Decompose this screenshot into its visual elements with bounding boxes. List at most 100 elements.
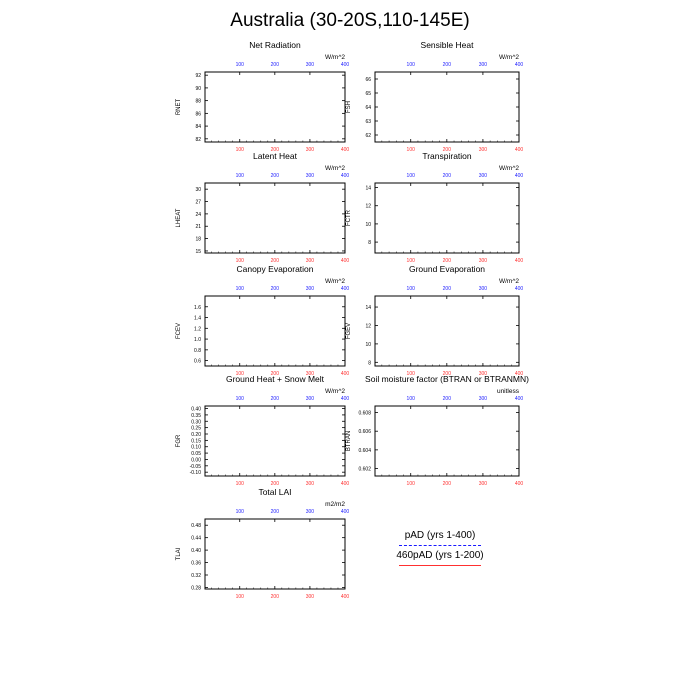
panel-7-ytick-label-4: 0.10: [191, 445, 201, 451]
panel-4-xtick-top-label-3: 400: [515, 173, 524, 179]
panel-7-xtick-top-label-2: 300: [306, 396, 315, 402]
panel-5-ytick-label-0: 0.6: [194, 359, 201, 365]
panel-8-units: unitless: [497, 388, 520, 395]
panel-4-ytick-label-3: 14: [365, 186, 371, 192]
panel-6-xtick-top-label-1: 200: [443, 286, 452, 292]
panel-6-ytick-label-3: 14: [365, 305, 371, 311]
panel-2-title: Sensible Heat: [421, 40, 475, 50]
panel-3-ytick-label-3: 24: [195, 212, 201, 218]
panel-6-xtick-bottom-label-2: 300: [479, 371, 488, 377]
panel-1-ytick-label-4: 90: [195, 86, 201, 92]
panel-4-xtick-bottom-label-0: 100: [407, 258, 416, 264]
panel-2-xtick-top-label-1: 200: [443, 62, 452, 68]
panel-4-title: Transpiration: [422, 151, 472, 161]
panel-3-xtick-top-label-3: 400: [341, 173, 350, 179]
panel-7-ylabel: FGR: [176, 434, 182, 447]
panel-7-xtick-top-label-1: 200: [271, 396, 280, 402]
panel-7-xtick-top-label-3: 400: [341, 396, 350, 402]
panel-4-units: W/m^2: [499, 165, 519, 172]
panel-7-ytick-label-10: 0.40: [191, 407, 201, 413]
panel-9-title: Total LAI: [258, 487, 291, 497]
panel-6-xtick-bottom-label-0: 100: [407, 371, 416, 377]
panel-7-ytick-label-3: 0.05: [191, 451, 201, 457]
page-title: Australia (30-20S,110-145E): [230, 10, 470, 31]
panel-7-ytick-label-6: 0.20: [191, 432, 201, 438]
panel-6-ytick-label-1: 10: [365, 342, 371, 348]
panel-8-ytick-label-0: 0.602: [358, 467, 371, 473]
panel-8-ylabel: BTRAN: [346, 431, 352, 451]
panel-7-xtick-bottom-label-1: 200: [271, 481, 280, 487]
panel-4-ylabel: FCTR: [346, 209, 352, 226]
panel-5-ytick-label-3: 1.2: [194, 326, 201, 332]
panel-3-ytick-label-0: 15: [195, 249, 201, 255]
panel-7-xtick-bottom-label-2: 300: [306, 481, 315, 487]
panel-5-xtick-top-label-0: 100: [236, 286, 245, 292]
panel-8-xtick-top-label-0: 100: [407, 396, 416, 402]
panel-8-xtick-top-label-2: 300: [479, 396, 488, 402]
panel-5-ytick-label-1: 0.8: [194, 348, 201, 354]
panel-4-xtick-bottom-label-2: 300: [479, 258, 488, 264]
panel-8-ytick-label-3: 0.608: [358, 411, 371, 417]
panel-2-ytick-label-3: 65: [365, 91, 371, 97]
panel-3-ytick-label-2: 21: [195, 224, 201, 230]
panel-3-title: Latent Heat: [253, 151, 298, 161]
panel-5-ytick-label-4: 1.4: [194, 316, 201, 322]
panel-9-xtick-bottom-label-0: 100: [236, 594, 245, 600]
panel-6-xtick-bottom-label-3: 400: [515, 371, 524, 377]
panel-2-xtick-top-label-0: 100: [407, 62, 416, 68]
panel-9-ytick-label-4: 0.44: [191, 536, 201, 542]
panel-9-xtick-top-label-1: 200: [271, 509, 280, 515]
panel-2-xtick-top-label-3: 400: [515, 62, 524, 68]
panel-6-units: W/m^2: [499, 278, 519, 285]
panel-4-xtick-bottom-label-3: 400: [515, 258, 524, 264]
panel-7-xtick-top-label-0: 100: [236, 396, 245, 402]
panel-2-xtick-bottom-label-3: 400: [515, 147, 524, 153]
panel-1-xtick-top-label-3: 400: [341, 62, 350, 68]
panel-4-ytick-label-1: 10: [365, 222, 371, 228]
panel-6-ytick-label-2: 12: [365, 323, 371, 329]
panel-9-frame: [204, 518, 346, 590]
panel-5-xtick-bottom-label-3: 400: [341, 371, 350, 377]
panel-5-units: W/m^2: [325, 278, 345, 285]
panel-3-frame: [204, 182, 346, 254]
panel-1-xtick-top-label-2: 300: [306, 62, 315, 68]
panel-2-ytick-label-2: 64: [365, 105, 371, 111]
panel-9-xtick-bottom-label-3: 400: [341, 594, 350, 600]
panel-7-frame: [204, 405, 346, 477]
panel-4-ytick-label-0: 8: [368, 240, 371, 246]
panel-1-title: Net Radiation: [249, 40, 301, 50]
panel-9-ytick-label-1: 0.32: [191, 573, 201, 579]
panel-8-title: Soil moisture factor (BTRAN or BTRANMN): [365, 374, 529, 384]
panel-3-xtick-top-label-1: 200: [271, 173, 280, 179]
panel-3-xtick-bottom-label-1: 200: [271, 258, 280, 264]
panel-7-ytick-label-9: 0.35: [191, 413, 201, 419]
panel-7-ytick-label-1: -0.05: [190, 464, 202, 470]
legend-line-pad: [399, 545, 481, 546]
panel-8-xtick-bottom-label-2: 300: [479, 481, 488, 487]
panel-8-ytick-label-2: 0.606: [358, 429, 371, 435]
panel-2-ytick-label-1: 63: [365, 119, 371, 125]
panel-2-xtick-bottom-label-1: 200: [443, 147, 452, 153]
panel-6-xtick-top-label-0: 100: [407, 286, 416, 292]
panel-2-ylabel: FSH: [346, 101, 352, 113]
panel-8-frame: [374, 405, 520, 477]
panel-5-xtick-bottom-label-0: 100: [236, 371, 245, 377]
panel-6-ylabel: FGEV: [346, 323, 352, 339]
panel-9-ytick-label-2: 0.36: [191, 561, 201, 567]
panel-1-units: W/m^2: [325, 54, 345, 61]
panel-3-ytick-label-4: 27: [195, 200, 201, 206]
panel-1-ytick-label-1: 84: [195, 124, 201, 130]
panel-2-xtick-bottom-label-0: 100: [407, 147, 416, 153]
panel-5-ylabel: FCEV: [176, 323, 182, 339]
panel-9-xtick-top-label-3: 400: [341, 509, 350, 515]
panel-9-ytick-label-0: 0.28: [191, 585, 201, 591]
panel-1-ytick-label-0: 82: [195, 137, 201, 143]
panel-1-xtick-bottom-label-3: 400: [341, 147, 350, 153]
panel-7-title: Ground Heat + Snow Melt: [226, 374, 325, 384]
panel-4-ytick-label-2: 12: [365, 204, 371, 210]
panel-1-ytick-label-5: 92: [195, 73, 201, 79]
panel-7-units: W/m^2: [325, 388, 345, 395]
panel-1-xtick-top-label-1: 200: [271, 62, 280, 68]
panel-8-xtick-top-label-1: 200: [443, 396, 452, 402]
